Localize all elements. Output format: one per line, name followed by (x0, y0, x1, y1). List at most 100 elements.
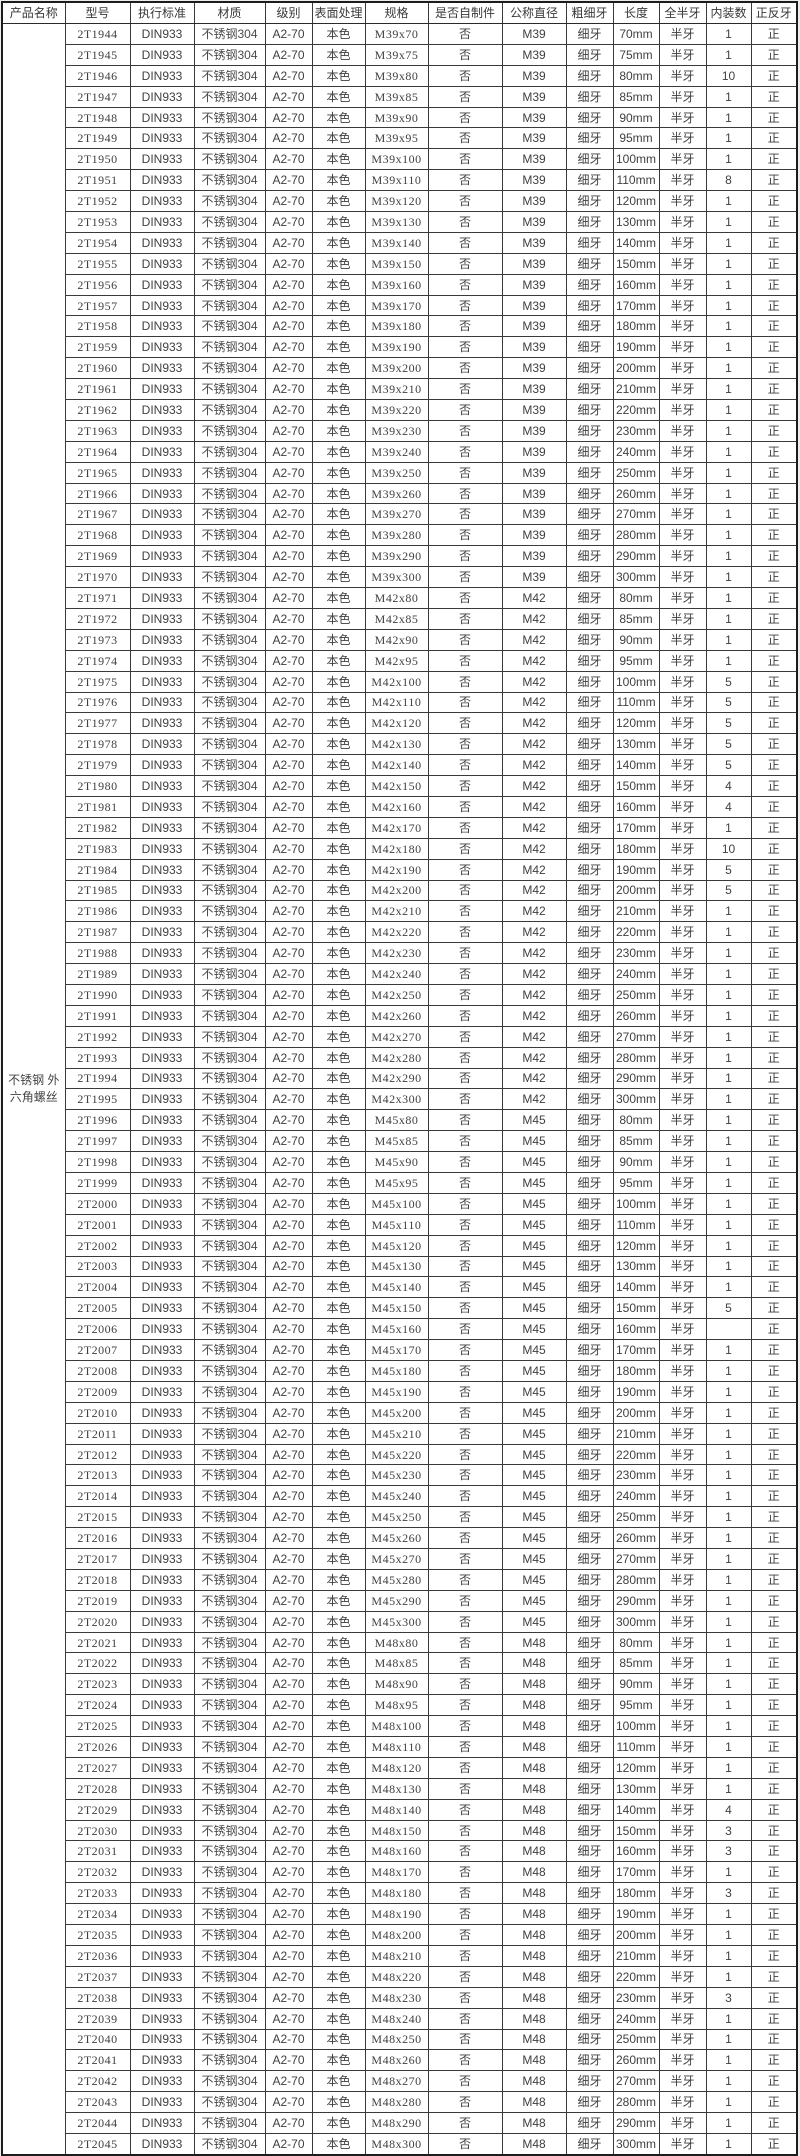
cell-model: 2T1953 (64, 211, 131, 233)
cell-direction: 正 (750, 1088, 798, 1111)
cell-spec: M45x300 (364, 1610, 429, 1633)
cell-thread_pitch: 细牙 (565, 1589, 614, 1612)
cell-thread_type: 半牙 (658, 1443, 707, 1466)
cell-length: 230mm (612, 1986, 660, 2009)
cell-diameter: M45 (501, 1506, 567, 1529)
cell-thread_type: 半牙 (658, 691, 707, 714)
cell-standard: DIN933 (129, 1610, 195, 1633)
cell-model: 2T1947 (64, 85, 131, 108)
cell-direction: 正 (750, 1756, 798, 1779)
table-row: 2T1950 DIN933 不锈钢304 A2-70 本色 M39x100 否 M39 细牙 10… (2, 148, 798, 171)
cell-grade: A2-70 (264, 1840, 313, 1863)
product-name-cell: 不锈钢 外六角螺丝 (1, 22, 66, 2156)
cell-diameter: M42 (501, 879, 567, 902)
cell-surface: 本色 (311, 1777, 366, 1800)
cell-model: 2T2031 (64, 1840, 131, 1863)
cell-spec: M42x160 (364, 795, 429, 818)
cell-qty: 3 (705, 1986, 752, 2009)
cell-standard: DIN933 (129, 1192, 195, 1215)
cell-thread_pitch: 细牙 (565, 712, 614, 735)
cell-direction: 正 (750, 2028, 798, 2051)
cell-self_made: 否 (427, 900, 503, 923)
cell-grade: A2-70 (264, 43, 313, 66)
cell-model: 2T1950 (64, 148, 131, 171)
cell-thread_type: 半牙 (658, 43, 707, 66)
cell-qty: 1 (705, 336, 752, 359)
cell-direction: 正 (750, 1944, 798, 1967)
cell-spec: M39x95 (364, 127, 429, 150)
cell-spec: M42x80 (364, 587, 429, 609)
cell-thread_pitch: 细牙 (565, 1171, 614, 1194)
cell-material: 不锈钢304 (193, 106, 266, 129)
cell-diameter: M42 (501, 900, 567, 923)
cell-model: 2T2040 (64, 2028, 131, 2051)
table-row: 2T1983 DIN933 不锈钢304 A2-70 本色 M42x180 否 M42 细牙 18… (2, 837, 798, 860)
cell-qty: 1 (705, 1965, 752, 1988)
cell-qty: 1 (705, 524, 752, 547)
cell-model: 2T1946 (64, 64, 131, 87)
cell-length: 210mm (612, 1944, 660, 1967)
column-header-length: 长度 (612, 1, 660, 24)
cell-length: 140mm (612, 754, 660, 777)
cell-thread_type: 半牙 (658, 587, 707, 609)
cell-qty: 1 (705, 1443, 752, 1466)
cell-qty: 1 (705, 148, 752, 171)
table-row: 2T1986 DIN933 不锈钢304 A2-70 本色 M42x210 否 M42 细牙 21… (2, 900, 798, 923)
cell-thread_type: 半牙 (658, 1171, 707, 1194)
cell-qty: 1 (705, 1944, 752, 1967)
cell-model: 2T2012 (64, 1443, 131, 1466)
cell-material: 不锈钢304 (193, 1840, 266, 1863)
cell-self_made: 否 (427, 1924, 503, 1946)
cell-self_made: 否 (427, 1965, 503, 1988)
cell-spec: M48x240 (364, 2007, 429, 2030)
cell-spec: M45x130 (364, 1255, 429, 1278)
cell-surface: 本色 (311, 1004, 366, 1027)
cell-direction: 正 (750, 127, 798, 150)
cell-diameter: M45 (501, 1527, 567, 1550)
cell-self_made: 否 (427, 503, 503, 526)
cell-diameter: M48 (501, 1756, 567, 1779)
cell-surface: 本色 (311, 2007, 366, 2030)
cell-qty: 1 (705, 963, 752, 985)
cell-spec: M48x220 (364, 1965, 429, 1988)
cell-length: 95mm (612, 649, 660, 672)
cell-qty: 1 (705, 1151, 752, 1173)
table-row: 2T1987 DIN933 不锈钢304 A2-70 本色 M42x220 否 M42 细牙 22… (2, 921, 798, 944)
table-row: 2T1953 DIN933 不锈钢304 A2-70 本色 M39x130 否 M39 细牙 13… (2, 211, 798, 233)
cell-spec: M39x200 (364, 357, 429, 380)
cell-qty: 1 (705, 1192, 752, 1215)
cell-self_made: 否 (427, 1631, 503, 1654)
cell-grade: A2-70 (264, 399, 313, 421)
cell-surface: 本色 (311, 231, 366, 254)
cell-model: 2T1973 (64, 628, 131, 651)
cell-diameter: M42 (501, 983, 567, 1006)
cell-self_made: 否 (427, 587, 503, 609)
table-row: 2T2025 DIN933 不锈钢304 A2-70 本色 M48x100 否 M48 细牙 10… (2, 1715, 798, 1738)
cell-thread_pitch: 细牙 (565, 1944, 614, 1967)
table-row: 2T1965 DIN933 不锈钢304 A2-70 本色 M39x250 否 M39 细牙 25… (2, 461, 798, 484)
cell-model: 2T2017 (64, 1548, 131, 1570)
cell-length: 200mm (612, 879, 660, 902)
cell-thread_type: 半牙 (658, 1840, 707, 1863)
cell-material: 不锈钢304 (193, 1464, 266, 1487)
cell-standard: DIN933 (129, 85, 195, 108)
cell-self_made: 否 (427, 712, 503, 735)
cell-length: 230mm (612, 942, 660, 965)
cell-thread_pitch: 细牙 (565, 566, 614, 589)
cell-material: 不锈钢304 (193, 712, 266, 735)
cell-standard: DIN933 (129, 440, 195, 463)
cell-standard: DIN933 (129, 1025, 195, 1048)
cell-standard: DIN933 (129, 1673, 195, 1696)
cell-direction: 正 (750, 1380, 798, 1403)
cell-length: 130mm (612, 211, 660, 233)
cell-surface: 本色 (311, 399, 366, 421)
cell-grade: A2-70 (264, 524, 313, 547)
cell-diameter: M39 (501, 85, 567, 108)
cell-self_made: 否 (427, 524, 503, 547)
cell-diameter: M42 (501, 858, 567, 881)
cell-model: 2T1965 (64, 461, 131, 484)
cell-grade: A2-70 (264, 190, 313, 213)
table-row: 2T2016 DIN933 不锈钢304 A2-70 本色 M45x260 否 M45 细牙 26… (2, 1527, 798, 1550)
cell-length: 190mm (612, 858, 660, 881)
cell-grade: A2-70 (264, 837, 313, 860)
